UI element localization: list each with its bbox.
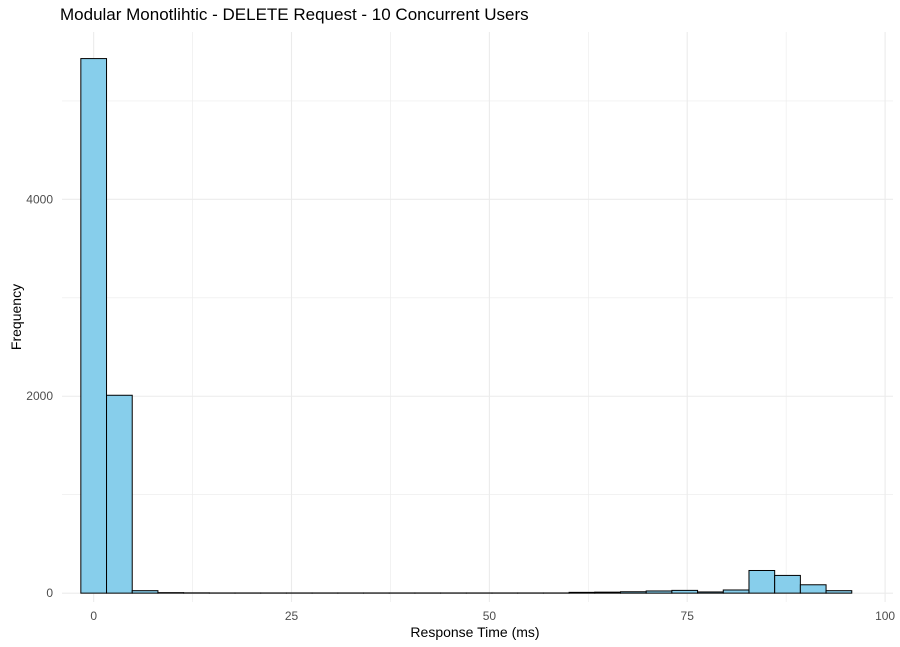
histogram-bar-22 — [645, 590, 673, 594]
histogram-bars — [80, 58, 853, 594]
grid-lines — [62, 32, 893, 602]
x-tick-label-1: 25 — [285, 609, 299, 623]
y-tick-label-2: 4000 — [26, 192, 53, 206]
histogram-bar-21 — [619, 591, 647, 594]
x-axis-ticks: 0 25 50 75 100 — [90, 609, 895, 623]
chart-title: Modular Monotlihtic - DELETE Request - 1… — [60, 5, 529, 24]
x-tick-label-4: 100 — [875, 609, 895, 623]
histogram-bar-1 — [106, 394, 133, 594]
x-axis-title: Response Time (ms) — [410, 624, 539, 640]
x-tick-label-0: 0 — [90, 609, 97, 623]
y-tick-label-0: 0 — [46, 586, 53, 600]
y-axis-title: Frequency — [8, 284, 24, 350]
histogram-bar-25 — [722, 589, 750, 594]
histogram-bar-28 — [799, 584, 827, 594]
histogram-bar-19 — [568, 591, 596, 594]
histogram-bar-20 — [594, 591, 621, 594]
histogram-bar-24 — [697, 591, 724, 594]
y-axis-ticks: 0 2000 4000 — [26, 192, 53, 600]
histogram-bar-0 — [80, 58, 108, 594]
histogram-bar-27 — [774, 574, 801, 594]
histogram-bar-2 — [131, 590, 159, 594]
histogram-bar-26 — [748, 569, 776, 594]
x-tick-label-2: 50 — [483, 609, 497, 623]
histogram-bar-23 — [671, 589, 699, 594]
y-tick-label-1: 2000 — [26, 389, 53, 403]
x-tick-label-3: 75 — [681, 609, 695, 623]
histogram-bar-29 — [825, 590, 853, 594]
